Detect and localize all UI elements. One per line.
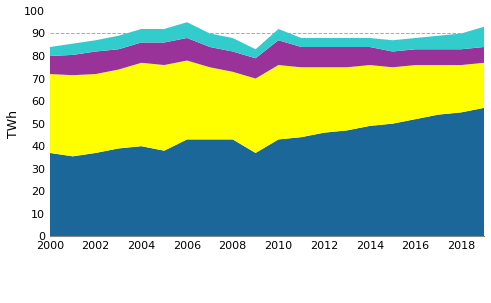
Y-axis label: TWh: TWh [7,110,20,138]
